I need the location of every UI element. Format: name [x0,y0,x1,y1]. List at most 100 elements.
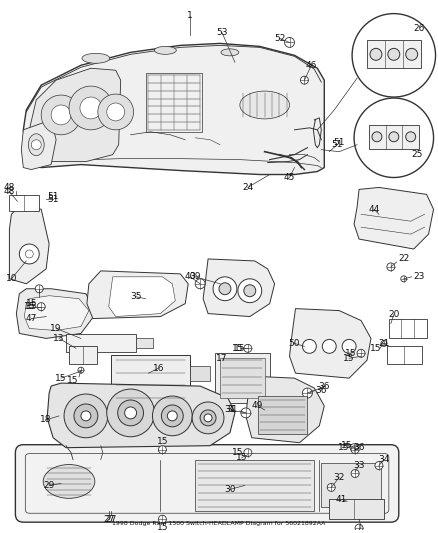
Circle shape [327,483,335,491]
Circle shape [238,279,262,303]
Circle shape [107,103,125,121]
Text: 15: 15 [25,302,37,311]
Ellipse shape [82,53,110,63]
Circle shape [19,244,39,264]
Circle shape [41,95,81,135]
Bar [389,319,427,338]
Circle shape [372,132,382,142]
Circle shape [357,349,365,357]
Text: 49: 49 [252,401,263,410]
Text: 15: 15 [345,349,357,358]
Text: 15: 15 [157,523,168,531]
Bar [66,334,136,352]
Text: 18: 18 [40,415,52,424]
Text: 1998 Dodge Ram 1500 Switch-HEADLAMP Diagram for 56021892AA: 1998 Dodge Ram 1500 Switch-HEADLAMP Diag… [112,521,326,526]
Polygon shape [290,309,371,378]
Text: 36: 36 [315,385,327,394]
Text: 19: 19 [50,324,62,333]
Text: 27: 27 [103,515,114,524]
Text: 32: 32 [333,473,345,482]
Text: 17: 17 [216,354,228,363]
Circle shape [406,49,418,60]
Polygon shape [23,43,324,174]
Text: 29: 29 [43,481,55,490]
Circle shape [25,250,33,258]
Text: 21: 21 [378,339,389,348]
Text: 23: 23 [413,272,424,281]
Circle shape [388,49,400,60]
Circle shape [219,283,231,295]
Bar [321,463,381,507]
Circle shape [375,462,383,470]
Circle shape [352,14,435,97]
Circle shape [64,394,108,438]
Ellipse shape [155,46,176,54]
Bar [195,459,314,511]
Text: 35: 35 [130,292,141,301]
Text: 15: 15 [234,344,246,353]
Circle shape [389,132,399,142]
Circle shape [204,414,212,422]
Text: 15: 15 [67,376,79,385]
Text: 15: 15 [24,302,35,311]
Circle shape [51,105,71,125]
Text: 34: 34 [378,455,389,464]
Polygon shape [25,296,89,330]
Text: 50: 50 [289,339,300,348]
Circle shape [98,94,134,130]
Circle shape [31,140,41,150]
Text: 47: 47 [25,314,37,323]
Text: 52: 52 [274,34,285,43]
Bar [220,358,265,398]
Polygon shape [9,204,49,284]
Bar [367,41,420,68]
Bar [387,346,422,364]
Circle shape [192,402,224,434]
Circle shape [241,408,251,418]
Text: 15: 15 [55,374,67,383]
Text: 15: 15 [25,299,37,308]
Circle shape [354,98,434,177]
Circle shape [355,524,363,532]
Circle shape [342,340,356,353]
Circle shape [381,341,387,346]
Polygon shape [21,120,56,169]
Text: 10: 10 [6,274,17,284]
Bar [329,499,384,519]
Circle shape [370,49,382,60]
Polygon shape [29,68,120,161]
Polygon shape [354,188,434,249]
Text: 24: 24 [242,183,254,192]
Circle shape [152,396,192,436]
Text: 51: 51 [332,140,343,149]
Circle shape [351,470,359,478]
Text: 36: 36 [318,382,330,391]
Circle shape [118,400,144,426]
Text: 30: 30 [224,485,236,494]
Text: 51: 51 [333,138,345,147]
Text: 22: 22 [398,254,410,263]
Circle shape [244,449,252,457]
Polygon shape [246,376,324,443]
Text: 31: 31 [226,406,238,415]
Text: 20: 20 [388,310,399,319]
Text: 48: 48 [4,187,15,196]
Bar [146,73,202,132]
Ellipse shape [240,91,290,119]
Text: 40: 40 [184,272,196,281]
Circle shape [161,405,183,427]
Polygon shape [109,277,175,317]
Circle shape [80,97,102,119]
Text: 1: 1 [187,11,193,20]
Circle shape [69,86,113,130]
Circle shape [302,388,312,398]
Text: 26: 26 [413,24,424,33]
Circle shape [125,407,137,419]
Circle shape [35,285,43,293]
Text: 51: 51 [47,195,59,204]
Bar [215,353,270,403]
Circle shape [401,276,407,282]
Text: 15: 15 [343,354,355,363]
Text: 36: 36 [353,443,365,452]
Text: 27: 27 [105,515,117,524]
